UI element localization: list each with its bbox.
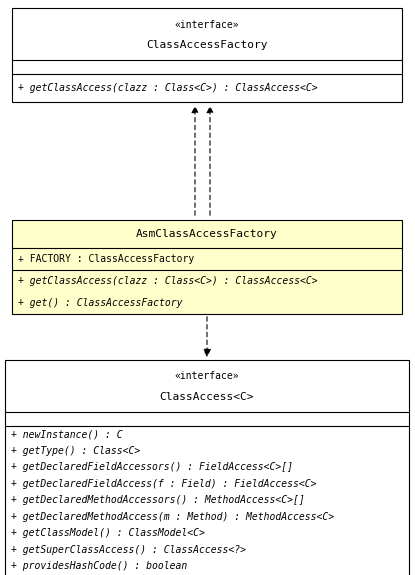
Text: + FACTORY : ClassAccessFactory: + FACTORY : ClassAccessFactory (18, 254, 194, 264)
Text: «interface»: «interface» (175, 371, 239, 381)
Text: + providesHashCode() : boolean: + providesHashCode() : boolean (11, 561, 187, 571)
Text: + getClassAccess(clazz : Class<C>) : ClassAccess<C>: + getClassAccess(clazz : Class<C>) : Cla… (18, 83, 317, 93)
Text: + getSuperClassAccess() : ClassAccess<?>: + getSuperClassAccess() : ClassAccess<?> (11, 545, 246, 555)
Bar (12, 8, 402, 102)
Text: + getDeclaredFieldAccess(f : Field) : FieldAccess<C>: + getDeclaredFieldAccess(f : Field) : Fi… (11, 479, 317, 489)
Text: + newInstance() : C: + newInstance() : C (11, 430, 122, 439)
Text: + getClassAccess(clazz : Class<C>) : ClassAccess<C>: + getClassAccess(clazz : Class<C>) : Cla… (18, 276, 317, 286)
Text: ClassAccess<C>: ClassAccess<C> (160, 393, 254, 402)
Text: ClassAccessFactory: ClassAccessFactory (146, 40, 268, 51)
Text: «interface»: «interface» (175, 20, 239, 30)
Text: + getType() : Class<C>: + getType() : Class<C> (11, 446, 140, 456)
Bar (12, 220, 402, 314)
Text: + get() : ClassAccessFactory: + get() : ClassAccessFactory (18, 298, 183, 308)
Text: + getClassModel() : ClassModel<C>: + getClassModel() : ClassModel<C> (11, 528, 205, 538)
Bar (5, 360, 409, 575)
Text: AsmClassAccessFactory: AsmClassAccessFactory (136, 229, 278, 239)
Text: + getDeclaredMethodAccess(m : Method) : MethodAccess<C>: + getDeclaredMethodAccess(m : Method) : … (11, 512, 334, 522)
Text: + getDeclaredMethodAccessors() : MethodAccess<C>[]: + getDeclaredMethodAccessors() : MethodA… (11, 495, 305, 505)
Text: + getDeclaredFieldAccessors() : FieldAccess<C>[]: + getDeclaredFieldAccessors() : FieldAcc… (11, 462, 293, 472)
